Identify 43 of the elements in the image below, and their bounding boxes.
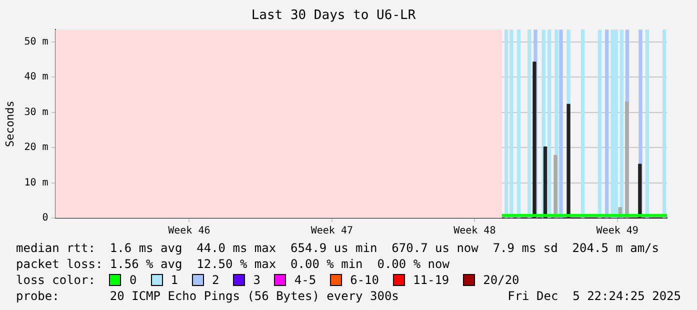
legend-label: 11-19 [413, 272, 450, 288]
bar [645, 30, 650, 218]
y-tick-label: 20 m [24, 142, 48, 154]
legend-label: 3 [253, 272, 260, 288]
x-tick-label: Week 49 [596, 226, 638, 237]
y-tick-label: 30 m [24, 106, 48, 118]
legend-label: 6-10 [350, 272, 380, 288]
text: packet loss: 1.56 % avg 12.50 % max 0.00 % min 0.00 % now [16, 256, 450, 272]
bar [543, 146, 548, 218]
legend-label: 1 [170, 272, 178, 288]
y-tick-label: 50 m [24, 36, 48, 48]
legend-label: 2 [212, 272, 220, 288]
y-tick-label: 10 m [24, 177, 48, 188]
legend-label: 4-5 [294, 272, 316, 288]
bar [528, 30, 532, 218]
bar [614, 30, 618, 218]
text: Fri Dec 5 22:24:25 2025 [508, 288, 681, 304]
text: probe: 20 ICMP Echo Pings (56 Bytes) every 300s [16, 288, 399, 304]
chart-title: Last 30 Days to U6-LR [251, 8, 416, 24]
y-tick-label: 0 [42, 212, 48, 224]
bar [598, 30, 602, 218]
legend-title: loss color: [16, 272, 96, 288]
bar [516, 30, 521, 218]
x-tick-label: Week 46 [168, 226, 210, 237]
y-axis-title: Seconds [3, 100, 16, 147]
bar [624, 101, 629, 218]
bar [548, 30, 552, 218]
bar [580, 30, 585, 218]
legend-label: 20/20 [483, 272, 520, 288]
bar [620, 30, 624, 218]
bar [532, 62, 536, 218]
text: median rtt: 1.6 ms avg 44.0 ms max 654.9 us min 670.7 us now 7.9 ms sd 204.5 m am/s [16, 240, 660, 256]
bar [554, 154, 558, 218]
bar [566, 104, 570, 218]
bar [605, 30, 609, 218]
bar [662, 30, 666, 218]
x-tick-label: Week 47 [310, 226, 353, 237]
bar [638, 164, 642, 218]
x-tick-label: Week 48 [454, 226, 496, 237]
bar [610, 30, 614, 218]
bar [559, 30, 563, 218]
legend-label: 0 [129, 272, 137, 288]
y-tick-label: 40 m [24, 72, 48, 83]
